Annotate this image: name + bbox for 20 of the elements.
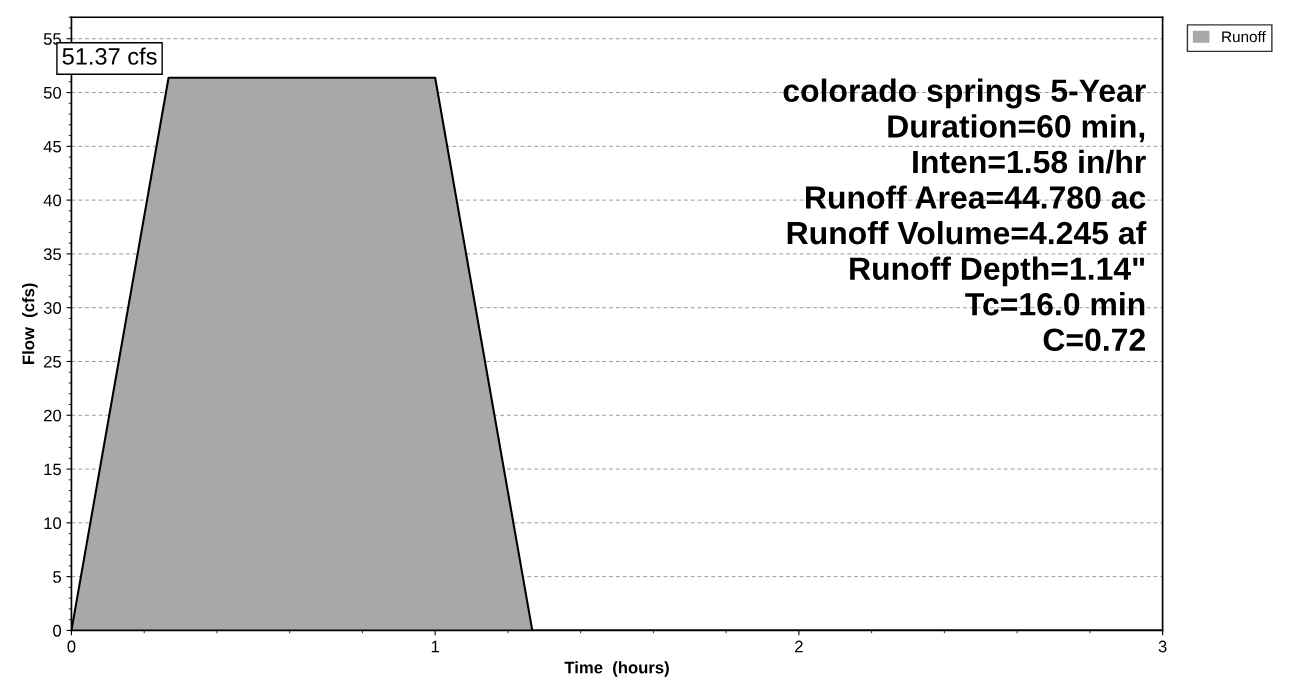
- y-tick-label: 0: [53, 624, 62, 637]
- y-tick-label: 15: [44, 463, 62, 476]
- y-tick-label: 10: [44, 517, 62, 530]
- x-tick-label: 0: [67, 640, 76, 653]
- annotation: colorado springs 5-Year Duration=60 min, Inten=1.58 in/hr Runoff Area=44.780 ac Runoff Volume=4.245 af Runoff Depth=1.14" Tc=16.0 min C=0.72: [783, 78, 1147, 352]
- y-tick-label: 30: [43, 302, 62, 314]
- x-tick-label: 3: [1158, 640, 1167, 653]
- x-axis-title: Time (hours): [564, 661, 669, 677]
- x-tick-label: 2: [795, 640, 803, 653]
- y-tick-label: 45: [43, 140, 62, 153]
- y-tick-label: 50: [43, 86, 62, 99]
- annotation: 51.37 cfs: [62, 47, 157, 65]
- y-tick-label: 35: [43, 248, 62, 261]
- y-tick-label: 40: [43, 194, 62, 207]
- legend-label: Runoff: [1222, 30, 1266, 43]
- y-tick-label: 25: [44, 355, 62, 368]
- y-tick-label: 5: [53, 571, 62, 583]
- y-tick-label: 20: [44, 409, 62, 422]
- x-tick-label: 1: [431, 640, 439, 653]
- y-axis-title: Flow (cfs): [22, 283, 38, 364]
